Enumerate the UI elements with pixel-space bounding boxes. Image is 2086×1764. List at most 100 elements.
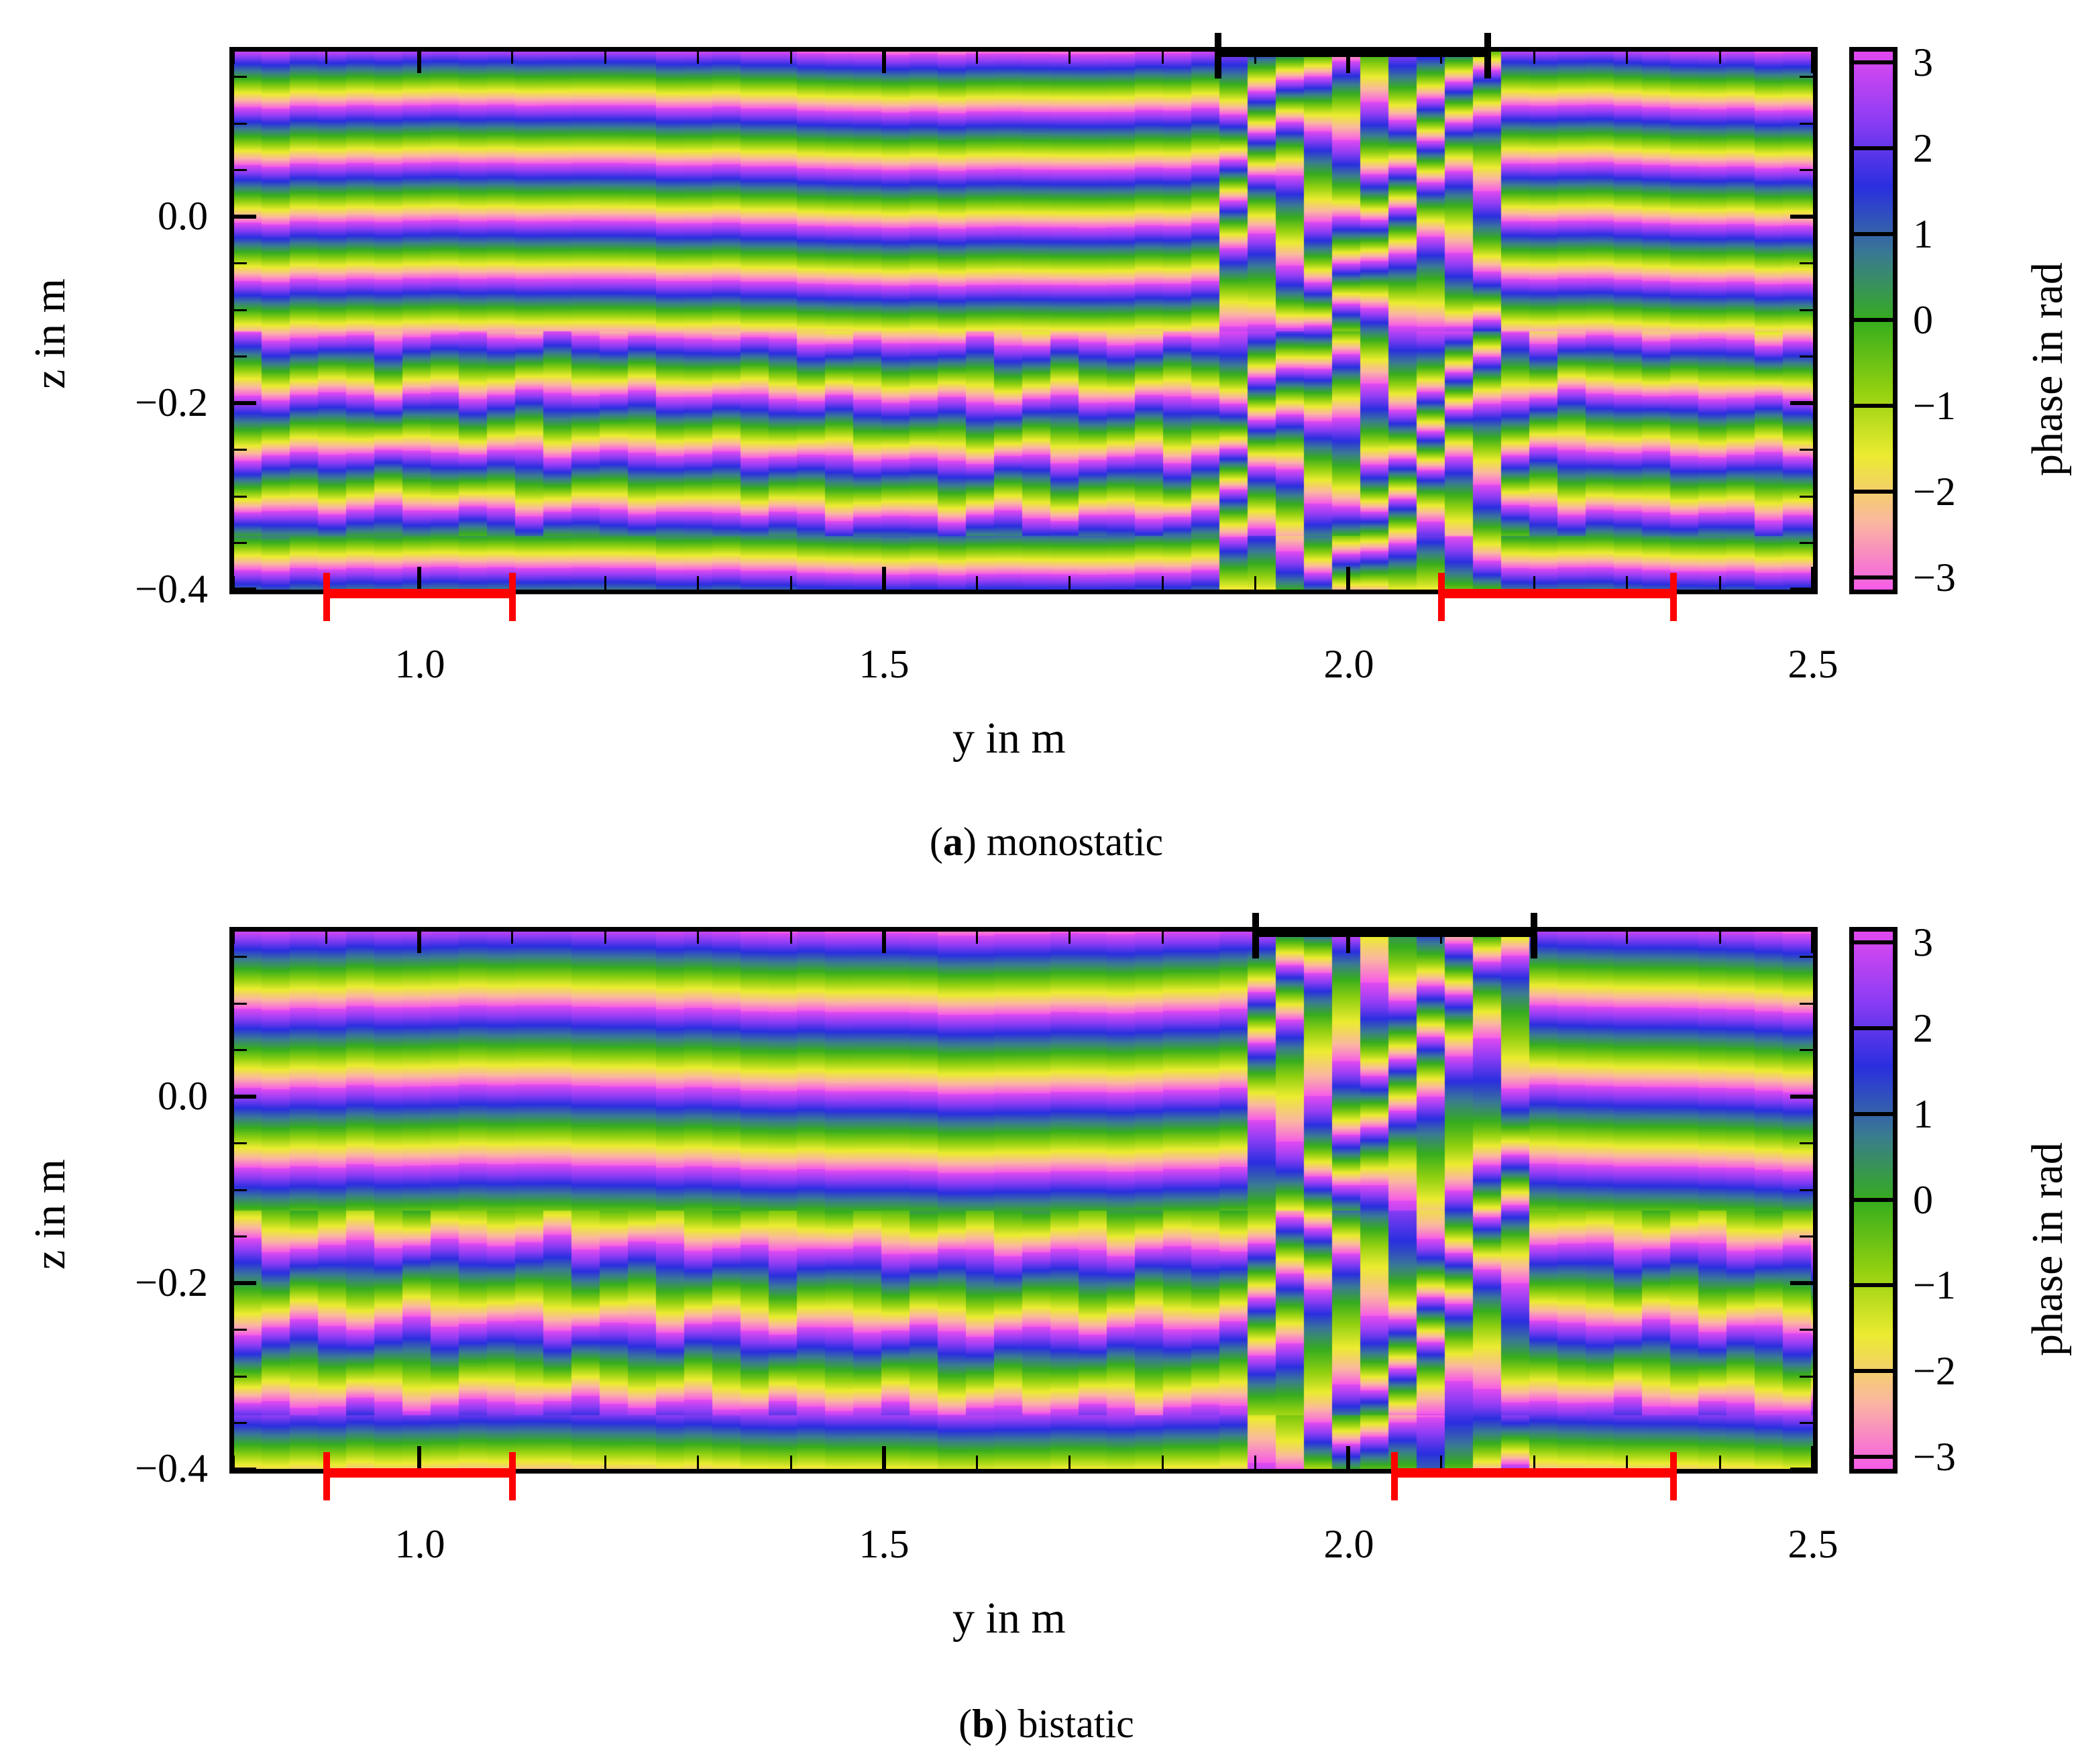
z-tick	[233, 1049, 247, 1051]
caption-b: (b) bistatic	[958, 1702, 1134, 1746]
black-bar-cap	[1484, 33, 1491, 78]
x-tick	[1068, 50, 1071, 64]
black-bar-cap	[1252, 913, 1259, 958]
x-tick	[1161, 576, 1164, 590]
z-tick	[233, 1189, 247, 1191]
colorbar-tick-label: −2	[1913, 1349, 1956, 1394]
z-tick	[1800, 449, 1813, 451]
x-tick	[1810, 1446, 1815, 1469]
z-tick	[233, 215, 256, 219]
z-tick	[1790, 401, 1813, 405]
x-tick	[789, 50, 792, 64]
x-tick	[697, 930, 699, 944]
x-tick	[1161, 930, 1164, 944]
x-tick	[417, 567, 421, 590]
x-tick	[1718, 50, 1721, 64]
colorbar-tick-label: −3	[1913, 555, 1956, 600]
x-tick	[604, 50, 606, 64]
x-tick	[1440, 930, 1442, 944]
x-tick	[1254, 1455, 1256, 1469]
red-bar-line	[326, 1468, 512, 1478]
x-tick	[1346, 1446, 1350, 1469]
x-tick	[1068, 576, 1071, 590]
z-tick	[1800, 1235, 1813, 1237]
x-tick	[975, 576, 978, 590]
colorbar-tick	[1849, 575, 1898, 580]
x-tick	[697, 576, 699, 590]
red-bar-line	[1441, 589, 1673, 598]
colorbar-tick-label: −2	[1913, 469, 1956, 514]
x-tick	[1346, 50, 1350, 73]
z-tick	[1790, 1281, 1813, 1285]
z-tick	[1800, 1189, 1813, 1191]
heatmap-bistatic	[233, 930, 1813, 1469]
x-tick	[1810, 567, 1815, 590]
x-tick	[975, 50, 978, 64]
x-tick	[1161, 1455, 1164, 1469]
ytick-label: −0.2	[135, 1260, 208, 1305]
ytick-label: 0.0	[158, 1074, 208, 1118]
colorbar-tick	[1849, 1454, 1898, 1459]
colorbar-tick	[1849, 232, 1898, 237]
z-tick	[1800, 542, 1813, 544]
black-bar-cap	[1215, 33, 1222, 78]
x-tick	[1626, 930, 1628, 944]
x-tick	[975, 1455, 978, 1469]
xtick-label: 1.5	[859, 1522, 910, 1566]
x-tick	[1533, 576, 1535, 590]
caption-letter: b	[972, 1702, 995, 1746]
colorbar-tick-label: 0	[1913, 1177, 1933, 1222]
ytick-label: 0.0	[158, 194, 208, 238]
x-tick	[1718, 930, 1721, 944]
xtick-label: 2.0	[1323, 642, 1374, 686]
red-bar-line	[326, 589, 512, 598]
colorbar-tick	[1849, 60, 1898, 65]
z-tick	[233, 542, 247, 544]
z-tick	[1800, 1049, 1813, 1051]
z-tick	[233, 1422, 247, 1424]
red-bar-cap	[1391, 1452, 1398, 1500]
x-tick	[232, 1455, 235, 1469]
z-tick	[233, 122, 247, 125]
z-tick	[233, 588, 256, 592]
z-tick	[233, 76, 247, 78]
z-tick	[1800, 122, 1813, 125]
z-tick	[1800, 1422, 1813, 1424]
z-tick	[233, 262, 247, 264]
z-tick	[1800, 355, 1813, 357]
z-tick	[233, 1142, 247, 1144]
x-tick	[975, 930, 978, 944]
z-tick	[1790, 1095, 1813, 1099]
z-tick	[1800, 1375, 1813, 1378]
x-tick	[604, 930, 606, 944]
x-tick	[1533, 50, 1535, 64]
x-tick	[1068, 930, 1071, 944]
heatmap-monostatic	[233, 50, 1813, 590]
red-range-bar	[1391, 1452, 1677, 1500]
z-tick	[1800, 169, 1813, 171]
x-tick	[1533, 1455, 1535, 1469]
colorbar-tick	[1849, 1197, 1898, 1202]
x-tick	[417, 1446, 421, 1469]
z-tick	[1800, 309, 1813, 311]
x-tick	[697, 50, 699, 64]
z-tick	[1790, 588, 1813, 592]
caption-text: monostatic	[986, 820, 1164, 864]
z-tick	[233, 449, 247, 451]
caption-letter: a	[942, 820, 963, 864]
z-tick	[1800, 1142, 1813, 1144]
x-tick	[789, 1455, 792, 1469]
red-bar-cap	[1669, 573, 1677, 621]
red-bar-cap	[508, 573, 516, 621]
x-tick	[1626, 50, 1628, 64]
ytick-label: −0.4	[135, 1446, 208, 1490]
z-tick	[233, 956, 247, 958]
black-bar-cap	[1531, 913, 1537, 958]
z-tick	[233, 1468, 256, 1472]
black-bar-line	[1255, 928, 1534, 937]
x-tick	[511, 50, 513, 64]
x-tick	[232, 50, 235, 64]
panel-a: 0.0 −0.2 −0.4 1.0 1.5 2.0 2.5 y in m z i…	[25, 33, 2072, 864]
colorbar-tick-label: 3	[1913, 40, 1933, 85]
